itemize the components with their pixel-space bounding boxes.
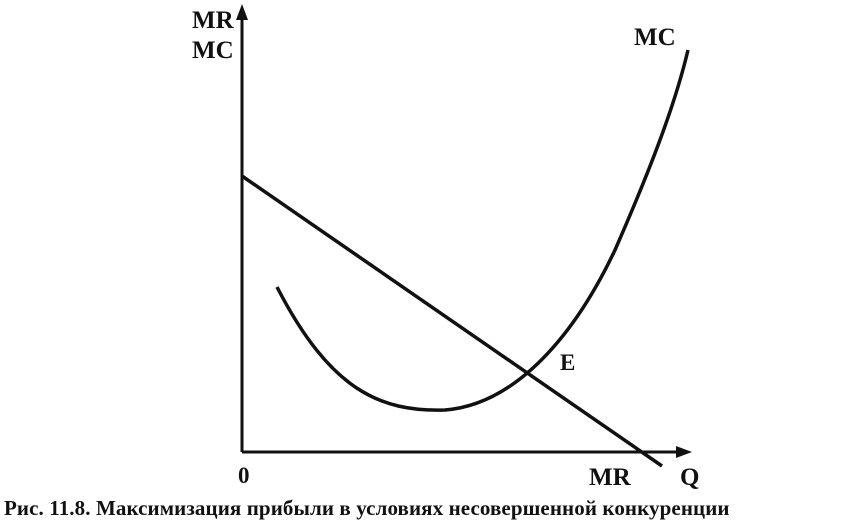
mc-curve xyxy=(275,49,690,412)
figure-caption: Рис. 11.8. Максимизация прибыли в услови… xyxy=(4,496,730,520)
x-axis-label: Q xyxy=(680,464,699,491)
origin-label: 0 xyxy=(238,463,250,488)
mr-line xyxy=(241,174,663,468)
mc-curve-label: MC xyxy=(634,24,676,51)
y-axis-arrow-icon xyxy=(236,4,248,20)
x-axis-arrow-icon xyxy=(676,446,692,458)
y-axis-label-mc: MC xyxy=(192,37,234,64)
mr-line-label: MR xyxy=(589,464,632,491)
y-axis-label-mr: MR xyxy=(192,7,235,34)
equilibrium-label: E xyxy=(560,350,575,375)
